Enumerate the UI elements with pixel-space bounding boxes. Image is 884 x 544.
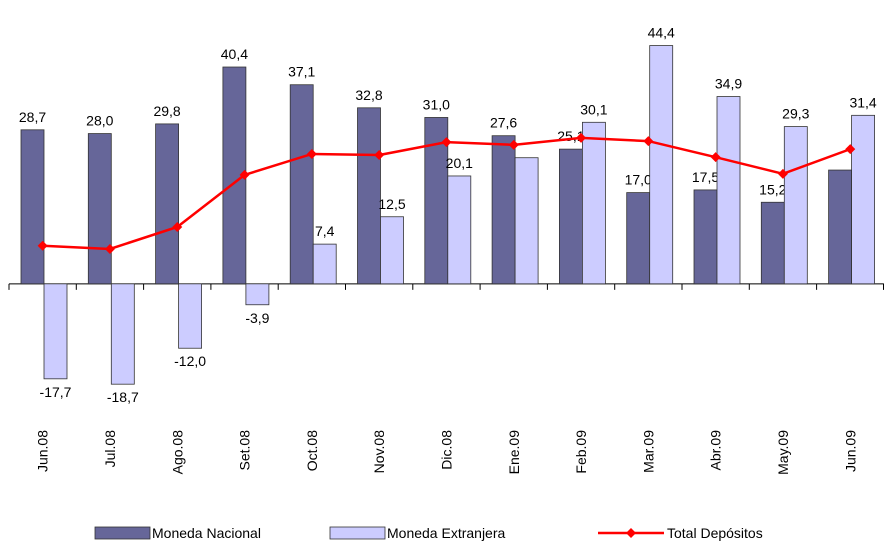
bar — [716, 96, 741, 285]
line-marker — [710, 152, 721, 163]
data-label: 31,0 — [423, 96, 450, 112]
line-marker — [508, 139, 519, 150]
data-label: 29,8 — [153, 103, 180, 119]
bar — [491, 135, 516, 285]
bar — [178, 283, 203, 349]
bar — [245, 283, 270, 306]
bar — [851, 114, 875, 285]
x-tick-label: Ago.08 — [169, 430, 185, 475]
x-tick-label: Set.08 — [237, 430, 253, 471]
x-tick-label: May.09 — [775, 430, 791, 475]
bar — [155, 123, 180, 285]
legend-swatch — [329, 526, 386, 540]
bar — [87, 133, 112, 285]
line-marker — [172, 221, 183, 232]
data-label: 30,1 — [580, 101, 607, 117]
data-label: 17,0 — [625, 172, 652, 188]
bar — [783, 126, 808, 285]
data-label: 28,7 — [19, 109, 46, 125]
bar — [20, 129, 45, 285]
bar — [559, 148, 583, 285]
line-marker — [239, 169, 250, 180]
x-tick-label: Abr.09 — [708, 430, 724, 471]
legend-label: Moneda Extranjera — [387, 525, 506, 541]
bar — [514, 157, 539, 285]
data-label: 40,4 — [221, 46, 248, 62]
data-label: 20,1 — [446, 155, 473, 171]
bar — [649, 45, 674, 285]
bar — [357, 107, 381, 285]
data-label: 7,4 — [315, 223, 335, 239]
line-marker — [306, 148, 317, 159]
data-label: -3,9 — [245, 310, 269, 326]
x-tick-label: Jul.08 — [102, 430, 118, 468]
bar — [110, 283, 135, 385]
legend-swatch — [94, 526, 151, 540]
data-label: 44,4 — [648, 25, 675, 41]
legend-label: Moneda Nacional — [152, 525, 261, 541]
bar — [43, 283, 68, 380]
x-tick-label: Dic.08 — [438, 430, 454, 470]
data-label: 17,5 — [692, 169, 719, 185]
bar — [380, 216, 404, 285]
line-marker — [576, 132, 587, 143]
x-tick-label: Nov.08 — [371, 430, 387, 474]
data-label: 29,3 — [782, 106, 809, 122]
bar — [760, 201, 785, 285]
data-label: 28,0 — [86, 113, 113, 129]
data-label: -17,7 — [40, 384, 72, 400]
legend-label: Total Depósitos — [667, 525, 763, 541]
x-tick-label: Oct.08 — [304, 430, 320, 471]
bar — [828, 169, 852, 285]
line-marker — [777, 168, 788, 179]
legend-marker — [626, 528, 636, 538]
line-marker — [845, 144, 856, 155]
x-tick-label: Mar.09 — [640, 430, 656, 473]
bar — [447, 175, 472, 285]
data-label: 27,6 — [490, 115, 517, 131]
x-tick-label: Ene.09 — [506, 430, 522, 475]
data-label: 15,2 — [759, 181, 786, 197]
data-label: 37,1 — [288, 64, 315, 80]
line-marker — [374, 150, 385, 161]
line-marker — [441, 137, 452, 148]
x-tick-label: Jun.09 — [842, 430, 858, 472]
data-label: 12,5 — [378, 196, 405, 212]
line-marker — [104, 243, 115, 254]
bar — [626, 192, 651, 285]
data-label: 34,9 — [715, 76, 742, 92]
data-label: -12,0 — [174, 353, 206, 369]
line-marker — [37, 240, 48, 251]
bar — [289, 84, 314, 285]
data-label: 31,4 — [849, 94, 876, 110]
bar — [312, 243, 337, 285]
line-marker — [643, 136, 654, 147]
bar — [582, 121, 606, 285]
x-tick-label: Jun.08 — [35, 430, 51, 472]
x-tick-label: Feb.09 — [573, 430, 589, 474]
bar — [693, 189, 718, 285]
data-label: -18,7 — [107, 389, 139, 405]
data-label: 32,8 — [355, 87, 382, 103]
